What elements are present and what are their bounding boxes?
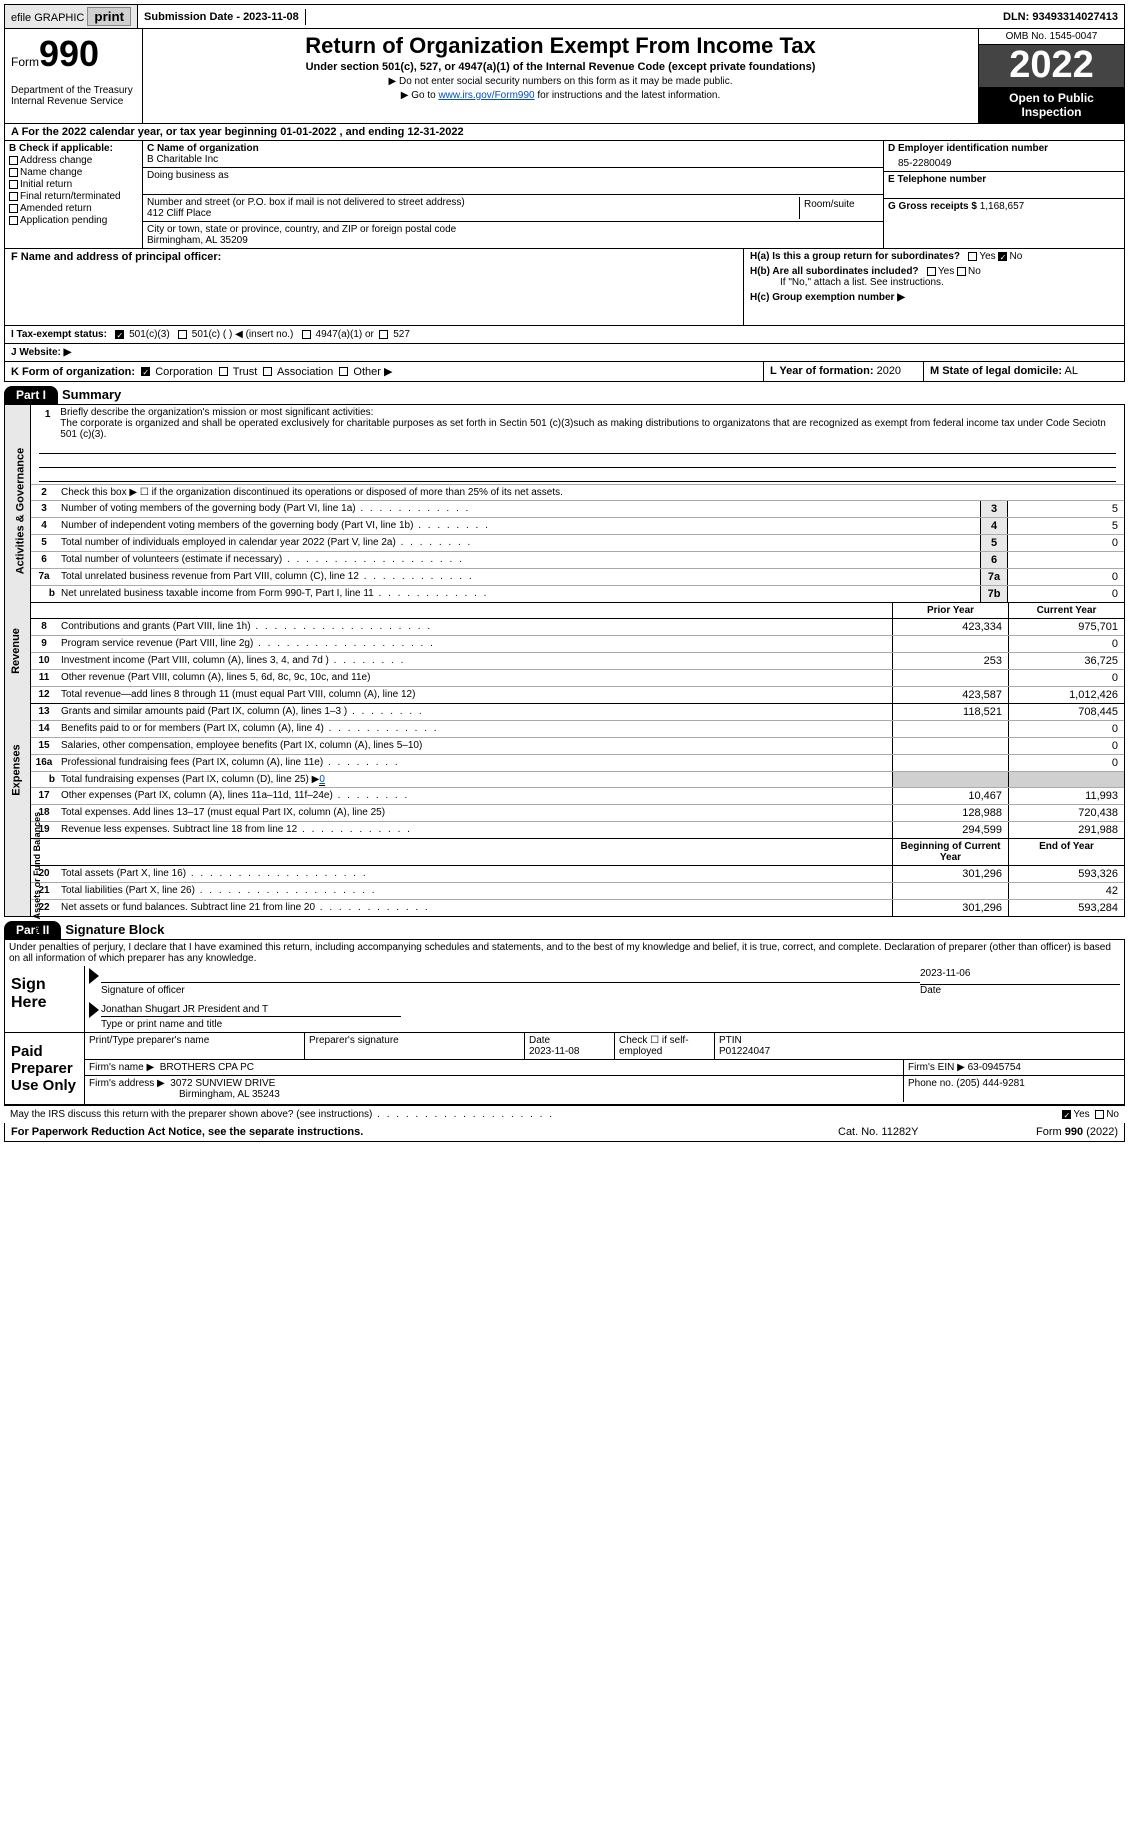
- part1-header: Part ISummary: [4, 382, 1125, 404]
- website-row: J Website: ▶: [4, 344, 1125, 362]
- sign-here-block: Sign Here 2023-11-06 Signature of office…: [4, 966, 1125, 1034]
- paid-preparer-block: Paid Preparer Use Only Print/Type prepar…: [4, 1033, 1125, 1105]
- sig-arrow-icon: [89, 968, 99, 984]
- form-header: Form990 Department of the Treasury Inter…: [4, 29, 1125, 124]
- dln: DLN: 93493314027413: [997, 9, 1124, 25]
- footer: For Paperwork Reduction Act Notice, see …: [4, 1123, 1125, 1142]
- discuss-row: May the IRS discuss this return with the…: [4, 1105, 1125, 1123]
- dept-treasury: Department of the Treasury Internal Reve…: [11, 85, 136, 107]
- part2-header: Part IISignature Block: [4, 917, 1125, 939]
- form-number: 990: [39, 33, 99, 74]
- public-inspection: Open to Public Inspection: [979, 87, 1124, 123]
- note-ssn: ▶ Do not enter social security numbers o…: [149, 76, 972, 87]
- note-link: ▶ Go to www.irs.gov/Form990 for instruct…: [149, 90, 972, 101]
- col-d-ids: D Employer identification number85-22800…: [884, 141, 1124, 248]
- form-title: Return of Organization Exempt From Incom…: [149, 33, 972, 59]
- sig-arrow-icon: [89, 1002, 99, 1018]
- col-b-checkboxes: B Check if applicable: Address change Na…: [5, 141, 143, 248]
- row-a-period: A For the 2022 calendar year, or tax yea…: [4, 124, 1125, 141]
- efile-label: efile GRAPHIC print: [5, 5, 138, 28]
- part1-summary: Activities & Governance 1Briefly describ…: [4, 404, 1125, 917]
- form-subtitle: Under section 501(c), 527, or 4947(a)(1)…: [149, 61, 972, 73]
- klm-row: K Form of organization: ✓ Corporation Tr…: [4, 362, 1125, 382]
- irs-link[interactable]: www.irs.gov/Form990: [438, 90, 534, 101]
- submission-date: Submission Date - 2023-11-08: [138, 9, 306, 25]
- top-bar: efile GRAPHIC print Submission Date - 20…: [4, 4, 1125, 29]
- tax-exempt-status: I Tax-exempt status: ✓ 501(c)(3) 501(c) …: [4, 326, 1125, 344]
- declaration: Under penalties of perjury, I declare th…: [4, 939, 1125, 966]
- print-button[interactable]: print: [87, 7, 131, 26]
- omb-number: OMB No. 1545-0047: [979, 29, 1124, 45]
- form-word: Form: [11, 55, 39, 69]
- info-block: B Check if applicable: Address change Na…: [4, 141, 1125, 249]
- f-h-row: F Name and address of principal officer:…: [4, 249, 1125, 326]
- tax-year: 2022: [979, 45, 1124, 87]
- col-c-org-info: C Name of organizationB Charitable Inc D…: [143, 141, 884, 248]
